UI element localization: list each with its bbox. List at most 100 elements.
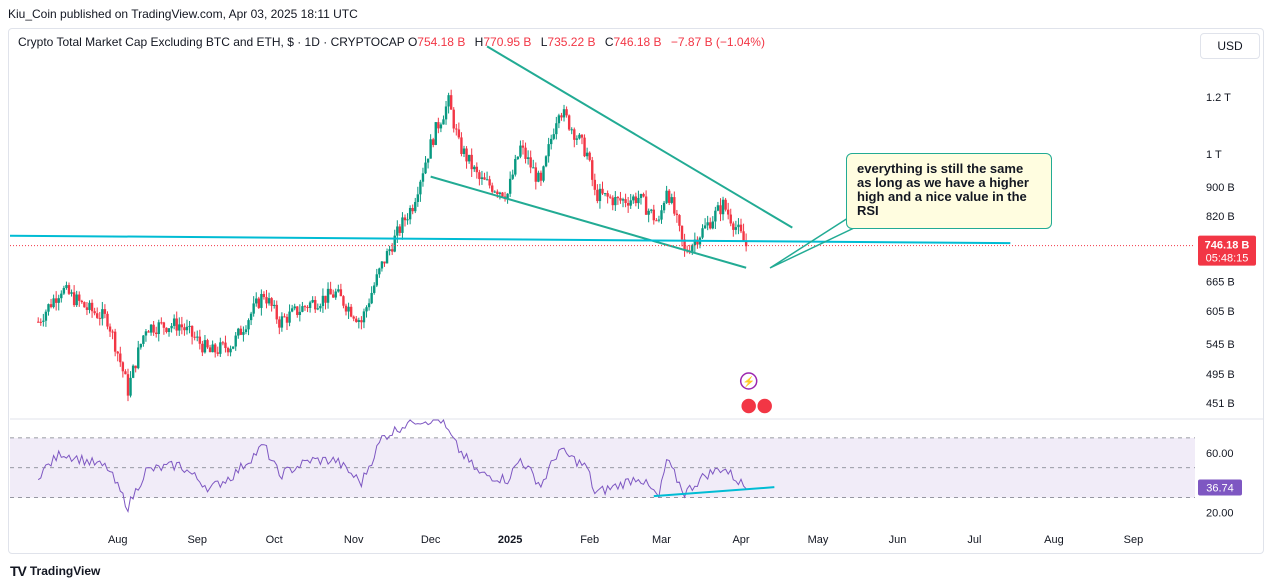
candle-body xyxy=(47,304,50,312)
candle-body xyxy=(601,188,604,194)
candle-body xyxy=(414,201,417,212)
time-axis-tick: Aug xyxy=(108,534,128,546)
candle-body xyxy=(62,287,66,294)
time-axis-tick: Dec xyxy=(421,534,441,546)
candle-body xyxy=(124,371,127,375)
candle-body xyxy=(544,156,548,167)
candle-body xyxy=(67,285,71,294)
candle-body xyxy=(506,193,509,200)
candle-body xyxy=(121,362,125,372)
candle-body xyxy=(703,225,707,229)
candle-body xyxy=(442,119,445,125)
candle-body xyxy=(342,296,345,306)
candle-body xyxy=(44,311,48,321)
candle-body xyxy=(80,300,84,303)
candle-body xyxy=(126,374,130,396)
candle-body xyxy=(65,285,68,288)
candle-body xyxy=(552,134,555,139)
candle-body xyxy=(106,313,109,327)
candle-body xyxy=(462,148,466,154)
annotation-note[interactable]: everything is still the same as long as … xyxy=(846,153,1052,229)
candle-body xyxy=(308,302,312,308)
candle-body xyxy=(514,159,517,175)
candle-body xyxy=(149,324,153,333)
candle-body xyxy=(411,207,414,212)
candle-body xyxy=(111,331,114,333)
candle-body xyxy=(270,298,273,306)
candle-body xyxy=(42,320,45,322)
candle-body xyxy=(83,302,86,308)
candle-body xyxy=(162,322,166,328)
candle-body xyxy=(619,198,622,201)
candle-body xyxy=(375,274,378,286)
candle-body xyxy=(303,306,307,308)
candle-body xyxy=(116,351,119,354)
time-axis-tick: Jun xyxy=(889,534,907,546)
candle-body xyxy=(416,194,420,202)
candle-body xyxy=(524,147,527,159)
candle-body xyxy=(547,144,550,157)
candle-body xyxy=(324,295,327,303)
time-axis-tick: May xyxy=(808,534,829,546)
lightning-icon-glyph: ⚡ xyxy=(742,375,754,388)
symbol-title[interactable]: Crypto Total Market Cap Excluding BTC an… xyxy=(18,35,405,49)
price-axis-tick: 545 B xyxy=(1206,339,1235,351)
candle-body xyxy=(160,322,163,324)
rsi-axis-tick: 60.00 xyxy=(1206,448,1234,460)
candle-body xyxy=(301,306,304,312)
tradingview-logo-icon: TV xyxy=(10,563,27,579)
candle-body xyxy=(696,239,699,245)
candle-body xyxy=(675,213,679,216)
currency-button[interactable]: USD xyxy=(1200,33,1260,59)
candle-body xyxy=(706,222,709,226)
candle-body xyxy=(583,137,586,157)
candle-body xyxy=(496,191,499,195)
candle-body xyxy=(247,320,250,330)
candle-body xyxy=(78,294,81,301)
candle-body xyxy=(493,191,496,193)
candle-body xyxy=(167,328,171,332)
candle-body xyxy=(470,154,473,170)
candle-body xyxy=(457,129,461,138)
candle-body xyxy=(449,95,453,110)
time-axis-tick: Nov xyxy=(344,534,364,546)
candle-body xyxy=(452,109,455,129)
candle-body xyxy=(337,289,340,292)
candle-body xyxy=(673,197,676,214)
candle-body xyxy=(724,199,727,210)
candle-body xyxy=(180,324,184,328)
lightning-icon xyxy=(739,372,758,390)
candle-body xyxy=(285,316,289,323)
candle-body xyxy=(355,318,358,322)
high-label: H xyxy=(474,35,484,49)
candle-body xyxy=(321,295,325,306)
candle-body xyxy=(598,188,602,202)
candle-body xyxy=(352,316,355,319)
candle-body xyxy=(49,304,53,308)
candle-body xyxy=(478,172,481,180)
candle-body xyxy=(52,298,55,308)
candle-body xyxy=(329,288,332,295)
candle-body xyxy=(608,196,612,198)
candle-body xyxy=(213,344,217,353)
price-axis-tick: 665 B xyxy=(1206,277,1235,289)
candle-body xyxy=(280,316,284,328)
candle-body xyxy=(370,292,373,304)
rsi-value-badge xyxy=(1198,479,1242,496)
candle-body xyxy=(437,122,440,129)
candle-body xyxy=(211,344,214,353)
candle-body xyxy=(188,325,191,327)
candle-body xyxy=(491,185,494,192)
candle-body xyxy=(39,321,42,323)
candle-body xyxy=(319,305,322,309)
candle-body xyxy=(229,348,232,353)
candle-body xyxy=(655,220,658,222)
candle-body xyxy=(57,298,60,303)
candle-body xyxy=(296,306,299,315)
candle-body xyxy=(326,288,330,303)
horizontal-support-line xyxy=(9,234,1011,245)
candle-body xyxy=(480,177,484,180)
price-axis-tick: 1.2 T xyxy=(1206,92,1231,104)
candle-body xyxy=(434,122,437,145)
